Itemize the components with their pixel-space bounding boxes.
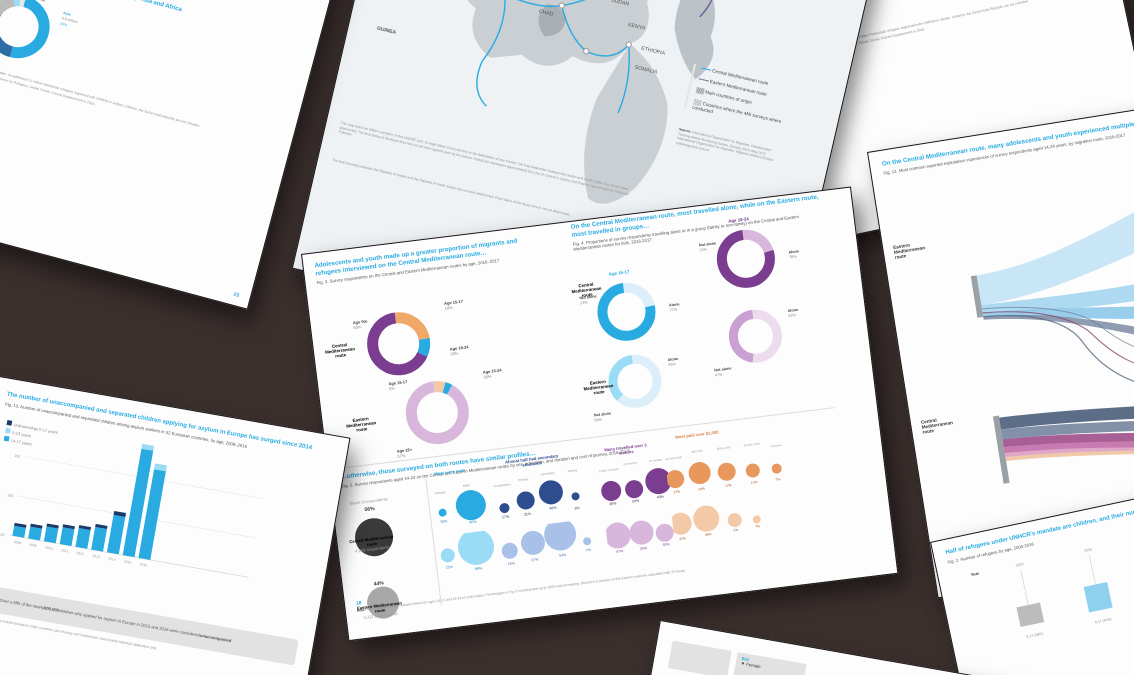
svg-text:77%: 77%	[669, 308, 678, 313]
svg-text:Alone: Alone	[669, 302, 680, 307]
svg-text:57%: 57%	[397, 453, 406, 459]
svg-text:6+ months: 6+ months	[649, 457, 663, 463]
svg-text:Secondary: Secondary	[540, 471, 555, 477]
svg-text:50%: 50%	[60, 21, 69, 27]
svg-text:34%: 34%	[698, 487, 705, 492]
svg-text:7%: 7%	[755, 524, 760, 529]
svg-text:30%: 30%	[450, 351, 459, 357]
svg-text:150: 150	[14, 453, 21, 458]
svg-text:27%: 27%	[673, 490, 680, 495]
svg-text:Primary: Primary	[518, 477, 529, 482]
svg-text:No education: No education	[493, 482, 511, 488]
svg-text:47%: 47%	[616, 549, 624, 554]
svg-text:0-17 (41%): 0-17 (41%)	[1094, 617, 1111, 624]
svg-text:25%: 25%	[640, 546, 648, 551]
svg-text:2000: 2000	[1015, 562, 1024, 568]
svg-text:2012: 2012	[76, 551, 84, 556]
svg-text:3%: 3%	[574, 506, 580, 511]
svg-text:Female: Female	[435, 490, 446, 495]
svg-text:27%: 27%	[531, 557, 539, 562]
svg-text:Alone: Alone	[667, 357, 678, 362]
svg-text:Age 18-24: Age 18-24	[728, 216, 750, 224]
svg-text:0-13 years: 0-13 years	[12, 430, 31, 438]
svg-text:46%: 46%	[549, 506, 557, 511]
svg-text:Less than $100: Less than $100	[664, 455, 682, 461]
svg-text:80%: 80%	[469, 520, 477, 525]
svg-text:Alone: Alone	[788, 249, 799, 254]
svg-text:15%: 15%	[751, 480, 758, 485]
svg-text:46%: 46%	[705, 532, 712, 537]
svg-text:54%: 54%	[559, 553, 567, 558]
svg-text:2015: 2015	[124, 559, 132, 564]
svg-text:31%: 31%	[524, 512, 532, 517]
svg-text:Less than 3 months: Less than 3 months	[598, 467, 619, 474]
svg-text:Age 16-17: Age 16-17	[608, 269, 630, 277]
svg-text:2011: 2011	[61, 548, 69, 553]
svg-text:50: 50	[0, 532, 5, 537]
svg-text:Tertiary: Tertiary	[567, 468, 578, 473]
svg-text:30%: 30%	[662, 542, 670, 547]
svg-text:2008: 2008	[13, 539, 21, 544]
svg-text:$500-1,000: $500-1,000	[717, 445, 731, 451]
svg-text:15%: 15%	[440, 519, 448, 524]
svg-text:15%: 15%	[507, 561, 515, 566]
svg-text:2009: 2009	[29, 542, 37, 547]
svg-text:17%: 17%	[725, 483, 732, 488]
svg-text:38%: 38%	[483, 374, 492, 380]
svg-text:7%: 7%	[585, 548, 591, 553]
svg-text:60%: 60%	[353, 324, 362, 330]
svg-text:42%: 42%	[679, 536, 686, 541]
svg-text:2016: 2016	[139, 562, 147, 567]
svg-text:7%: 7%	[775, 477, 780, 482]
svg-text:36%: 36%	[668, 362, 677, 367]
svg-text:Male: Male	[463, 483, 471, 488]
svg-text:2008: 2008	[1084, 547, 1093, 553]
svg-text:5%: 5%	[733, 528, 738, 533]
svg-text:40%: 40%	[656, 495, 664, 500]
svg-text:89%: 89%	[475, 566, 483, 571]
svg-text:4%: 4%	[39, 0, 46, 2]
svg-text:17%: 17%	[502, 515, 510, 520]
svg-text:Unknown: Unknown	[770, 443, 782, 448]
svg-text:64%: 64%	[594, 417, 603, 422]
svg-text:Not alone: Not alone	[594, 411, 612, 417]
svg-text:11%: 11%	[446, 565, 454, 570]
svg-text:2010: 2010	[45, 545, 53, 550]
svg-text:23%: 23%	[580, 300, 589, 305]
svg-text:47%: 47%	[715, 372, 724, 377]
svg-text:ETHIOPIA: ETHIOPIA	[641, 46, 666, 57]
svg-text:100: 100	[7, 493, 14, 498]
svg-text:22%: 22%	[699, 247, 708, 252]
svg-text:2014: 2014	[108, 556, 116, 561]
svg-text:GUINEA: GUINEA	[376, 26, 397, 36]
svg-text:Year: Year	[970, 570, 980, 577]
svg-text:0-17 (18%): 0-17 (18%)	[1026, 631, 1043, 638]
svg-text:10%: 10%	[444, 305, 453, 311]
svg-text:Alone: Alone	[787, 308, 798, 313]
svg-text:24%: 24%	[632, 499, 640, 504]
svg-text:53%: 53%	[788, 313, 797, 318]
svg-text:14-17 years: 14-17 years	[11, 437, 33, 446]
svg-text:78%: 78%	[789, 255, 798, 260]
svg-text:2013: 2013	[92, 553, 100, 558]
svg-text:36%: 36%	[609, 501, 617, 506]
svg-text:Not alone: Not alone	[714, 366, 732, 372]
svg-text:$1,000-2,000: $1,000-2,000	[743, 441, 760, 447]
svg-text:5%: 5%	[389, 386, 396, 392]
svg-text:$100-500: $100-500	[691, 448, 703, 453]
svg-text:Not alone: Not alone	[699, 241, 717, 247]
svg-text:3-6 months: 3-6 months	[623, 461, 638, 467]
